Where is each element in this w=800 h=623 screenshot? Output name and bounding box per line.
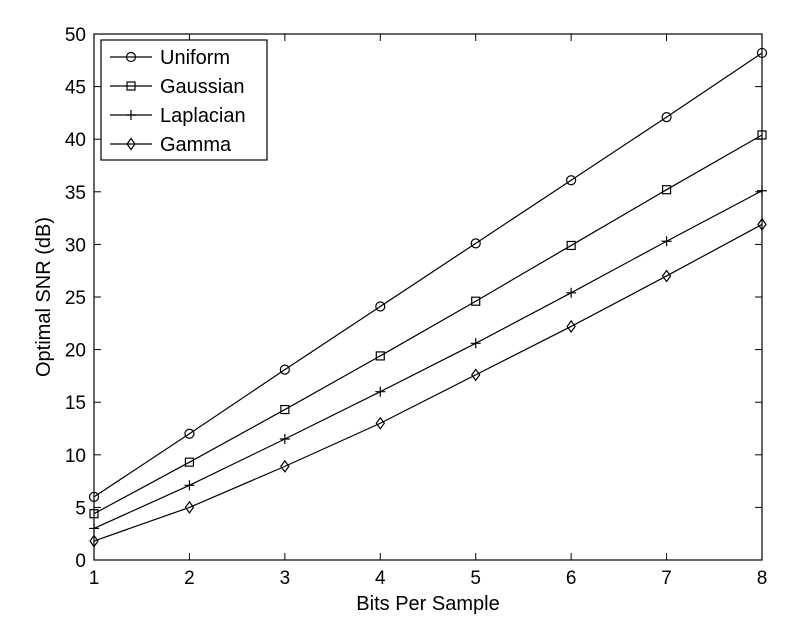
data-point-laplacian <box>757 185 767 196</box>
x-axis-ticks: 1 2 3 4 5 6 7 8 <box>89 34 768 589</box>
data-point-uniform <box>566 175 577 186</box>
x-tick-label: 1 <box>89 568 100 589</box>
legend-marker-laplacian <box>126 110 136 120</box>
legend-box <box>100 39 268 161</box>
data-point-laplacian <box>470 338 481 349</box>
y-tick-label: 40 <box>65 130 86 151</box>
data-point-gamma <box>470 368 481 382</box>
legend-label-uniform: Uniform <box>160 47 230 69</box>
data-point-gamma <box>566 319 576 333</box>
data-point-gaussian <box>471 296 481 306</box>
data-point-uniform <box>661 112 672 123</box>
series-layer <box>88 47 768 548</box>
data-point-uniform <box>279 364 290 375</box>
legend-marker-gamma <box>126 137 136 151</box>
y-tick-label: 5 <box>75 498 86 519</box>
x-tick-label: 6 <box>566 568 577 589</box>
data-point-gamma <box>184 500 195 514</box>
data-point-gaussian <box>757 130 767 140</box>
legend-item-laplacian: Laplacian <box>110 105 246 127</box>
y-tick-label: 25 <box>65 288 86 309</box>
data-point-gaussian <box>566 240 576 251</box>
data-point-uniform <box>756 47 768 59</box>
x-tick-label: 7 <box>661 568 672 589</box>
data-point-gaussian <box>661 185 672 195</box>
data-point-gamma <box>280 459 290 473</box>
legend-marker-gaussian <box>126 81 136 91</box>
data-point-uniform <box>184 428 195 439</box>
x-tick-label: 2 <box>184 568 195 589</box>
data-point-gaussian <box>375 351 385 361</box>
y-tick-label: 20 <box>65 341 86 362</box>
series-line-gamma <box>93 223 763 542</box>
data-point-laplacian <box>375 386 386 397</box>
y-tick-label: 0 <box>75 551 86 572</box>
x-tick-label: 5 <box>470 568 481 589</box>
data-point-gaussian <box>184 457 195 467</box>
data-point-laplacian <box>566 287 577 298</box>
legend-item-gaussian: Gaussian <box>110 76 245 98</box>
y-axis-ticks: 0 5 10 15 20 25 30 35 40 45 50 <box>65 25 762 572</box>
data-point-laplacian <box>661 236 672 247</box>
legend: Uniform Gaussian Laplacian Gamma <box>100 39 268 161</box>
series-line-laplacian <box>93 190 763 529</box>
data-point-laplacian <box>184 480 195 491</box>
series-laplacian <box>89 185 767 534</box>
y-tick-label: 30 <box>65 235 86 256</box>
y-tick-label: 15 <box>65 393 86 414</box>
series-uniform <box>88 47 768 502</box>
x-tick-label: 4 <box>375 568 386 589</box>
y-axis-label: Optimal SNR (dB) <box>33 217 55 377</box>
data-point-laplacian <box>89 523 99 534</box>
legend-label-laplacian: Laplacian <box>160 105 246 127</box>
series-line-gaussian <box>93 134 763 515</box>
data-point-uniform <box>470 238 481 249</box>
legend-label-gaussian: Gaussian <box>160 76 245 98</box>
legend-marker-uniform <box>125 51 137 63</box>
data-point-gamma <box>89 534 99 548</box>
data-point-laplacian <box>279 434 290 445</box>
data-point-gamma <box>375 416 386 430</box>
data-point-gaussian <box>89 509 99 519</box>
x-tick-label: 8 <box>757 568 768 589</box>
series-gaussian <box>89 130 767 519</box>
data-point-gamma <box>661 269 672 283</box>
legend-label-gamma: Gamma <box>160 134 232 156</box>
y-tick-label: 35 <box>65 183 86 204</box>
series-gamma <box>89 217 767 548</box>
y-tick-label: 45 <box>65 78 86 99</box>
data-point-gamma <box>757 217 767 231</box>
data-point-uniform <box>375 301 386 312</box>
x-tick-label: 3 <box>280 568 291 589</box>
data-point-gaussian <box>280 404 290 415</box>
x-axis-label: Bits Per Sample <box>356 593 499 615</box>
series-line-uniform <box>93 52 763 498</box>
legend-item-gamma: Gamma <box>110 134 232 156</box>
y-tick-label: 50 <box>65 25 86 46</box>
legend-item-uniform: Uniform <box>110 47 230 69</box>
y-tick-label: 10 <box>65 446 86 467</box>
data-point-uniform <box>88 491 100 502</box>
